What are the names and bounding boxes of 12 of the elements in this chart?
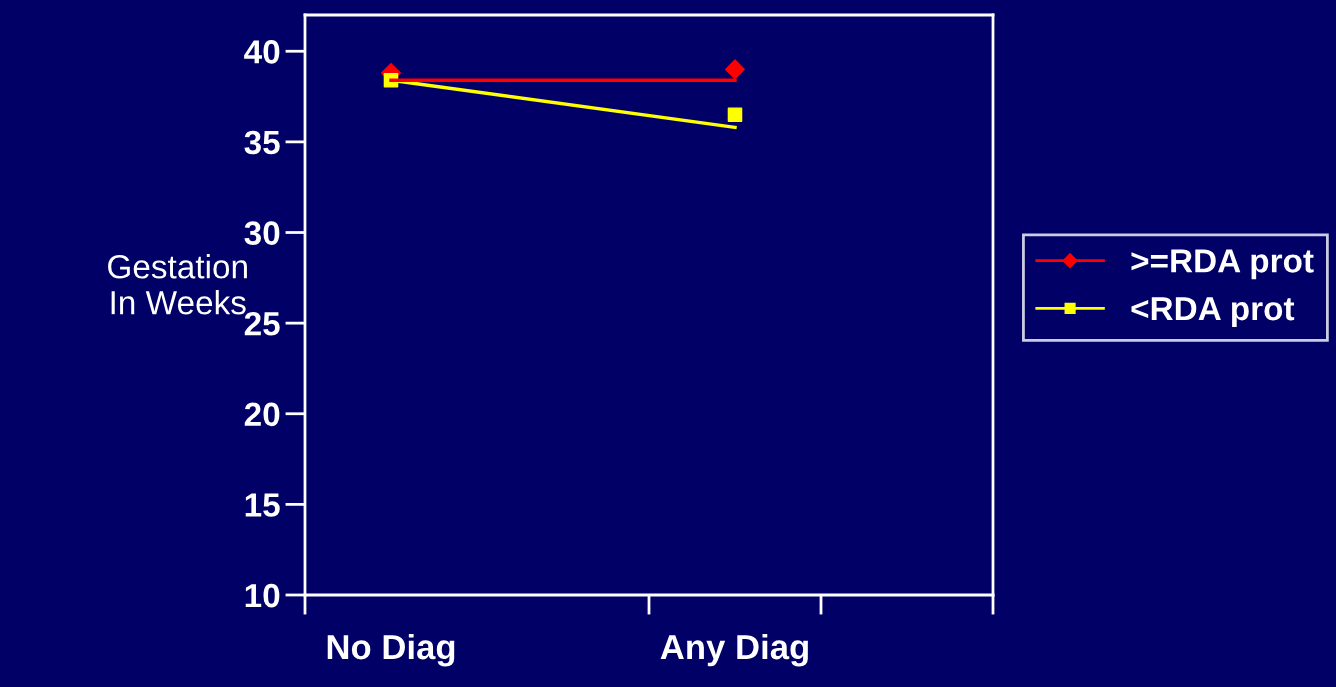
y-tick-label: 35 xyxy=(244,130,280,155)
y-tick-label: 15 xyxy=(245,493,280,517)
y-tick-label: 40 xyxy=(244,40,280,64)
y-axis-title: Gestation In Weeks xyxy=(108,254,247,315)
legend-label: >=RDA prot xyxy=(1131,249,1314,280)
y-tick-label: 30 xyxy=(244,221,280,245)
legend-label: <RDA prot xyxy=(1131,297,1295,328)
y-tick-label: 25 xyxy=(244,311,280,336)
x-tick-label: Any Diag xyxy=(660,633,808,667)
y-tick-label: 10 xyxy=(245,583,280,608)
x-tick-label: No Diag xyxy=(327,633,455,667)
y-tick-label: 20 xyxy=(244,402,280,427)
